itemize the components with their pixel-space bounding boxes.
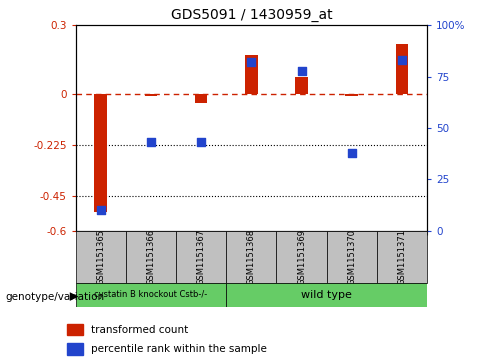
Text: GSM1151368: GSM1151368 bbox=[247, 229, 256, 285]
Bar bbox=[245, 55, 258, 94]
Text: percentile rank within the sample: percentile rank within the sample bbox=[91, 344, 266, 354]
Point bbox=[348, 150, 356, 155]
Text: GSM1151366: GSM1151366 bbox=[146, 229, 156, 285]
Point bbox=[398, 57, 406, 63]
Point bbox=[97, 207, 104, 213]
Text: genotype/variation: genotype/variation bbox=[5, 291, 104, 302]
Bar bbox=[126, 231, 176, 283]
Bar bbox=[295, 77, 308, 94]
Bar bbox=[144, 94, 157, 96]
Bar bbox=[67, 343, 83, 355]
Bar bbox=[326, 231, 377, 283]
Text: GSM1151369: GSM1151369 bbox=[297, 229, 306, 285]
Text: cystatin B knockout Cstb-/-: cystatin B knockout Cstb-/- bbox=[94, 290, 207, 299]
Bar bbox=[95, 94, 107, 212]
Text: GSM1151371: GSM1151371 bbox=[397, 229, 407, 285]
Bar bbox=[76, 231, 126, 283]
Bar bbox=[276, 231, 326, 283]
Point bbox=[147, 139, 155, 145]
Bar bbox=[346, 94, 358, 96]
Text: GSM1151370: GSM1151370 bbox=[347, 229, 356, 285]
Text: wild type: wild type bbox=[301, 290, 352, 300]
Bar bbox=[226, 231, 276, 283]
Bar bbox=[396, 44, 408, 94]
Bar bbox=[76, 283, 226, 307]
Text: GSM1151365: GSM1151365 bbox=[96, 229, 105, 285]
Bar bbox=[176, 231, 226, 283]
Bar bbox=[377, 231, 427, 283]
Point bbox=[197, 139, 205, 145]
Bar bbox=[67, 324, 83, 335]
Bar bbox=[195, 94, 207, 103]
Point bbox=[298, 68, 305, 73]
Bar bbox=[226, 283, 427, 307]
Text: transformed count: transformed count bbox=[91, 325, 188, 335]
Text: GSM1151367: GSM1151367 bbox=[197, 229, 205, 285]
Title: GDS5091 / 1430959_at: GDS5091 / 1430959_at bbox=[170, 8, 332, 22]
Polygon shape bbox=[70, 292, 79, 301]
Point bbox=[247, 60, 255, 65]
